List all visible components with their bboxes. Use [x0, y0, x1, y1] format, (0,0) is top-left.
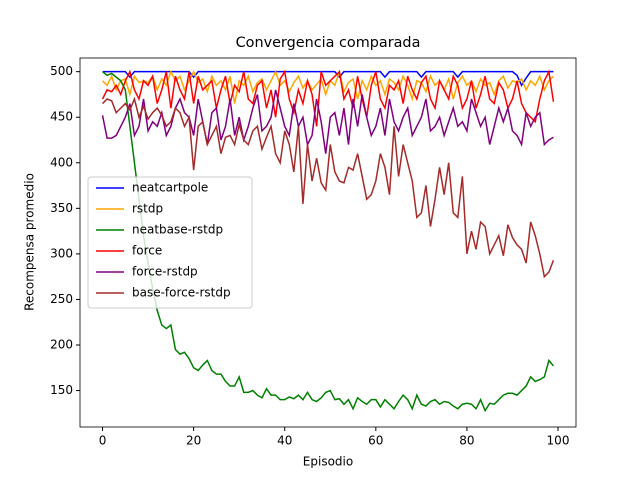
plot-frame: [79, 57, 577, 428]
legend-label: neatbase-rstdp: [132, 223, 223, 237]
x-tick-label: 100: [547, 434, 570, 448]
series-line: [102, 70, 554, 87]
legend-label: base-force-rstdp: [132, 286, 231, 300]
legend-label: force: [132, 244, 162, 258]
series-line: [102, 96, 555, 279]
legend-box: [87, 176, 253, 309]
x-tick-label: 60: [368, 434, 383, 448]
x-tick-label: 0: [99, 434, 107, 448]
legend-label: neatcartpole: [132, 181, 208, 195]
x-axis-label: Episodio: [303, 455, 353, 469]
y-axis-label: Recompensa promedio: [23, 173, 37, 311]
x-tick-label: 40: [277, 434, 292, 448]
legend-label: rstdp: [132, 202, 163, 216]
y-tick-label: 150: [50, 383, 73, 397]
y-tick-label: 400: [50, 155, 73, 169]
y-tick-label: 250: [50, 292, 73, 306]
y-tick-label: 350: [50, 201, 73, 215]
legend-label: force-rstdp: [132, 265, 198, 279]
y-tick-label: 450: [50, 110, 73, 124]
x-tick-label: 80: [459, 434, 474, 448]
y-tick-label: 300: [50, 246, 73, 260]
series-line: [101, 89, 554, 154]
series-line: [102, 71, 555, 413]
x-tick-label: 20: [186, 434, 201, 448]
chart-title: Convergencia comparada: [236, 35, 421, 51]
y-tick-label: 200: [50, 338, 73, 352]
series-line: [101, 69, 555, 127]
series-line: [102, 68, 554, 104]
y-tick-label: 500: [50, 64, 73, 78]
